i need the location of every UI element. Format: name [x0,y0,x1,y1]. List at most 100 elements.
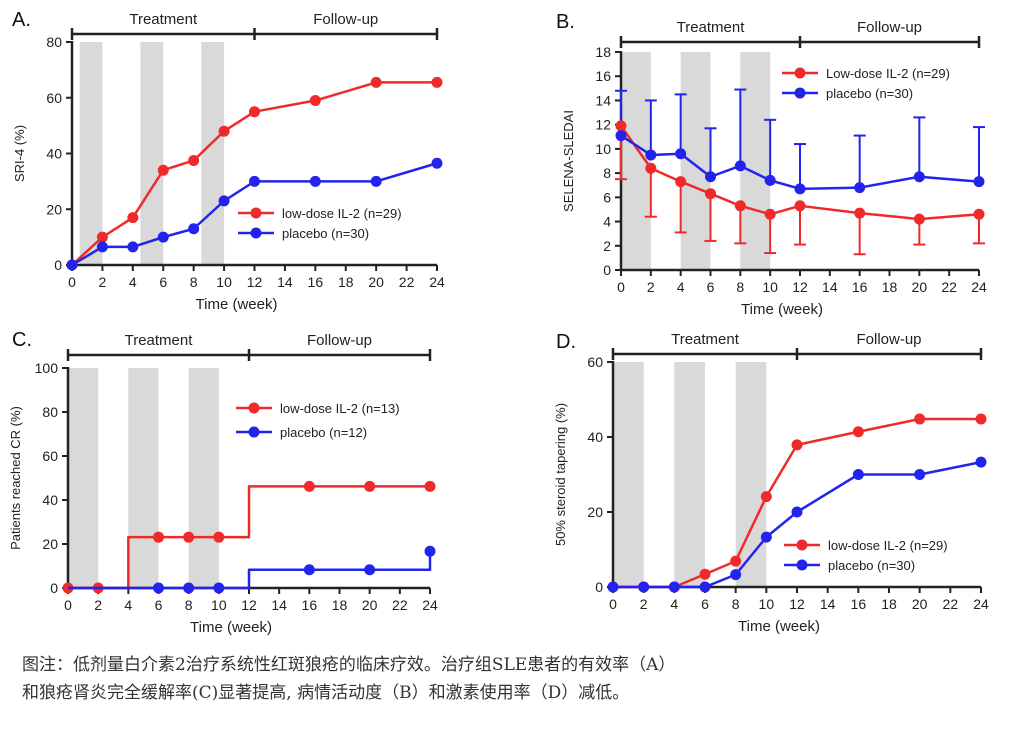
error-bar [853,134,866,188]
phase-label-treatment: Treatment [125,332,194,349]
x-tick-label: 22 [392,597,408,613]
error-bar [674,93,687,154]
y-tick-label: 60 [587,354,603,370]
y-tick-label: 20 [587,504,603,520]
data-point [183,582,195,594]
data-point [705,171,716,183]
legend-label: low-dose IL-2 (n=13) [280,401,400,416]
data-point [645,162,657,174]
error-bar [764,214,777,255]
legend-label: low-dose IL-2 (n=29) [828,538,948,553]
phase-label-followup: Follow-up [313,11,378,28]
x-tick-label: 14 [822,279,838,295]
y-tick-label: 20 [46,201,62,217]
legend-entry: placebo (n=30) [784,558,915,573]
x-tick-label: 14 [820,596,836,612]
x-tick-label: 16 [308,274,324,290]
series-line [68,551,432,590]
y-tick-label: 60 [42,448,58,464]
data-point [730,555,742,567]
data-point [705,188,716,200]
data-point [188,223,200,235]
y-tick-label: 100 [35,360,59,376]
legend-entry: low-dose IL-2 (n=13) [236,401,400,416]
data-point [699,568,711,580]
legend-entry: low-dose IL-2 (n=29) [784,538,948,553]
x-tick-label: 10 [211,597,227,613]
data-point [607,581,619,593]
x-tick-label: 24 [973,596,989,612]
legend-label: low-dose IL-2 (n=29) [282,206,402,221]
panel-label: B. [556,11,575,33]
phase-bracket [619,36,981,48]
data-point [370,76,382,88]
legend-label: placebo (n=12) [280,425,367,440]
data-point [914,469,926,480]
data-point [675,176,687,188]
data-point [854,207,866,219]
y-tick-label: 20 [42,536,58,552]
x-axis-title: Time (week) [196,296,278,313]
x-tick-label: 8 [190,274,198,290]
x-tick-label: 6 [701,596,709,612]
x-tick-label: 20 [362,597,378,613]
treatment-band [201,42,225,265]
data-point [913,213,925,225]
legend-entry: placebo (n=30) [782,86,913,101]
phase-label-treatment: Treatment [671,331,740,348]
x-tick-label: 24 [422,597,438,613]
caption-line-2: 和狼疮肾炎完全缓解率(C)显著提高, 病情活动度（B）和激素使用率（D）减低。 [22,683,630,703]
chart-d-svg: Treatment Follow-up0 2 4 6 8 10 12 14 16 18 20 22 240… [553,331,989,635]
data-point [218,125,230,137]
error-bar [644,99,657,155]
x-tick-label: 2 [94,597,102,613]
x-tick-label: 8 [736,279,744,295]
chart-c-svg: Treatment Follow-up0 2 4 6 8 10 12 14 16 18 20 22 240… [8,329,438,636]
error-bar [644,168,657,218]
data-point [973,176,985,188]
series-line [71,162,438,267]
panel-label: A. [12,9,31,31]
x-tick-label: 8 [732,596,740,612]
chart-a-svg: Treatment Follow-up0 2 4 6 8 10 12 14 16 18 20 22 240… [12,9,445,313]
x-tick-label: 6 [155,597,163,613]
error-bar [913,116,926,177]
legend-entry: placebo (n=30) [238,226,369,241]
data-point [852,469,864,480]
x-tick-label: 6 [707,279,715,295]
data-point [309,95,321,107]
x-tick-label: 18 [332,597,348,613]
data-point [303,480,315,492]
data-point [734,200,746,212]
data-point [127,212,139,224]
y-tick-label: 4 [603,214,611,230]
data-point [854,182,866,194]
data-point [157,231,169,243]
error-bar [853,213,866,256]
x-tick-label: 0 [609,596,617,612]
y-tick-label: 14 [595,92,611,108]
y-tick-label: 80 [42,404,58,420]
x-tick-label: 2 [99,274,107,290]
x-tick-label: 18 [338,274,354,290]
data-point [431,76,443,88]
data-point [973,208,985,220]
treatment-band [674,362,705,587]
data-point [96,241,108,253]
x-tick-label: 14 [277,274,293,290]
treatment-band [680,52,711,270]
error-bar [794,143,806,189]
x-tick-label: 18 [882,279,898,295]
y-tick-label: 0 [54,257,62,273]
series-line [71,81,437,266]
legend-entry: low-dose IL-2 (n=29) [238,206,402,221]
phase-label-followup: Follow-up [857,19,922,36]
chart-b-svg: Treatment Follow-up0 2 4 6 8 10 12 14 16 18 20 22 240… [556,11,987,318]
legend-label: placebo (n=30) [828,558,915,573]
x-axis-title: Time (week) [741,301,823,318]
data-point [794,183,806,195]
series-line [620,134,980,191]
x-tick-label: 16 [851,596,867,612]
y-tick-label: 2 [603,238,611,254]
data-point [309,175,321,187]
